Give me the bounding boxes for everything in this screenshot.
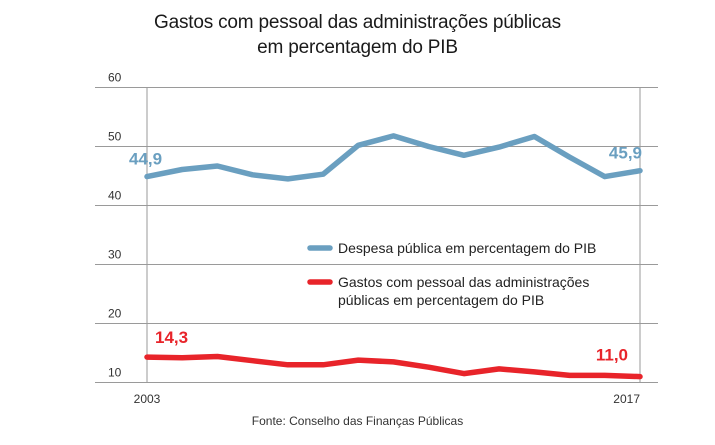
legend-label-gastos-pessoal-line-2: públicas em percentagem do PIB <box>338 292 544 308</box>
y-tick-label: 60 <box>108 71 122 85</box>
series-line-gastos-pessoal <box>144 353 643 380</box>
y-tick-label: 30 <box>108 248 122 262</box>
y-tick-label: 20 <box>108 307 122 321</box>
y-tick-label: 50 <box>108 130 122 144</box>
chart-title-line-2: em percentagem do PIB <box>257 37 458 58</box>
x-tick-label: 2017 <box>613 392 640 406</box>
legend-label-despesa: Despesa pública em percentagem do PIB <box>338 240 596 256</box>
data-label: 44,9 <box>129 150 162 169</box>
data-label: 11,0 <box>596 346 628 365</box>
chart-title-line-1: Gastos com pessoal das administrações pú… <box>154 12 561 33</box>
series-line-despesa <box>144 133 643 182</box>
source-note: Fonte: Conselho das Finanças Públicas <box>251 414 464 428</box>
data-label: 14,3 <box>155 328 188 347</box>
legend-label-gastos-pessoal-line-1: Gastos com pessoal das administrações <box>338 274 589 290</box>
y-tick-label: 40 <box>108 189 122 203</box>
y-tick-label: 10 <box>108 366 122 380</box>
x-tick-label: 2003 <box>134 392 161 406</box>
data-label: 45,9 <box>609 144 642 163</box>
